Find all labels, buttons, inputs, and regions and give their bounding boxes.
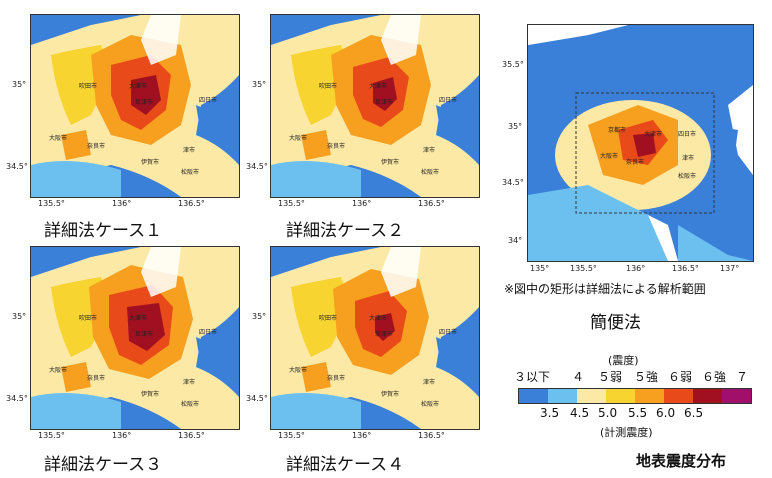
value-label-5-5: 5.5 (628, 406, 648, 420)
map-case-4-image (271, 247, 479, 429)
simple-xtick-136-5: 136.5° (672, 264, 699, 273)
simple-map-caption: 簡便法 (590, 313, 641, 333)
map-case-4: 吹田市 大津市 草津市 四日市 大阪市 奈良市 伊賀市 津市 松阪市 (270, 246, 480, 430)
map1-ytick-35: 35° (12, 80, 27, 89)
simple-ytick-34: 34° (508, 236, 523, 245)
legend-swatch-6 (693, 389, 722, 403)
map2-xtick-136: 136° (352, 199, 372, 208)
simple-xtick-136: 136° (626, 264, 646, 273)
map-simple-image (528, 25, 753, 261)
legend-swatch-0 (519, 389, 548, 403)
map-case-3-image (31, 247, 239, 429)
map2-xtick-136-5: 136.5° (418, 199, 445, 208)
value-label-4-5: 4.5 (570, 406, 590, 420)
map3-xtick-136: 136° (112, 431, 132, 440)
simple-xtick-135: 135° (530, 264, 550, 273)
intensity-label-4: ４ (572, 370, 585, 384)
map-case-2-image (271, 15, 479, 197)
intensity-label-3: ３以下 (514, 370, 551, 384)
intensity-label-5u: ５強 (634, 370, 659, 384)
map4-ytick-34-5: 34.5° (246, 394, 268, 403)
map2-ytick-34-5: 34.5° (246, 162, 268, 171)
value-label-6-0: 6.0 (656, 406, 676, 420)
legend-color-bar (518, 388, 752, 404)
legend-swatch-1 (548, 389, 577, 403)
map4-xtick-135-5: 135.5° (278, 431, 305, 440)
map-case-1-image (31, 15, 239, 197)
intensity-label-6u: ６強 (702, 370, 727, 384)
legend-swatch-4 (635, 389, 664, 403)
legend-swatch-2 (577, 389, 606, 403)
map3-xtick-136-5: 136.5° (178, 431, 205, 440)
map4-caption: 詳細法ケース４ (286, 455, 405, 475)
simple-xtick-135-5: 135.5° (570, 264, 597, 273)
legend-title-bottom: (計測震度) (600, 426, 653, 439)
map1-ytick-34-5: 34.5° (6, 162, 28, 171)
figure-title: 地表震度分布 (636, 452, 727, 470)
map-case-1: 吹田市 大津市 草津市 四日市 大阪市 奈良市 伊賀市 津市 松阪市 (30, 14, 240, 198)
map3-ytick-35: 35° (12, 312, 27, 321)
legend-intensity-labels: ３以下 ４ ５弱 ５強 ６弱 ６強 ７ (514, 368, 754, 384)
map4-ytick-35: 35° (252, 312, 267, 321)
map2-ytick-35: 35° (252, 80, 267, 89)
map2-xtick-135-5: 135.5° (278, 199, 305, 208)
intensity-label-5l: ５弱 (598, 370, 623, 384)
map2-caption: 詳細法ケース２ (286, 221, 405, 241)
value-label-5-0: 5.0 (598, 406, 618, 420)
map1-caption: 詳細法ケース１ (44, 221, 163, 241)
map3-caption: 詳細法ケース３ (44, 455, 163, 475)
simple-ytick-34-5: 34.5° (502, 178, 524, 187)
map3-xtick-135-5: 135.5° (38, 431, 65, 440)
legend-swatch-3 (606, 389, 635, 403)
map4-xtick-136: 136° (352, 431, 372, 440)
simple-xtick-137: 137° (720, 264, 740, 273)
map1-xtick-136: 136° (112, 199, 132, 208)
map-case-3: 吹田市 大津市 草津市 四日市 大阪市 奈良市 伊賀市 津市 松阪市 (30, 246, 240, 430)
intensity-label-6l: ６弱 (668, 370, 693, 384)
map-simple-method: 京都市 大津市 四日市 大阪市 奈良市 津市 松阪市 (527, 24, 754, 262)
simple-ytick-35: 35° (508, 122, 523, 131)
intensity-label-7: ７ (736, 370, 749, 384)
map1-xtick-135-5: 135.5° (38, 199, 65, 208)
legend-swatch-5 (664, 389, 693, 403)
map3-ytick-34-5: 34.5° (6, 394, 28, 403)
simple-map-note: ※図中の矩形は詳細法による解析範囲 (504, 282, 706, 296)
value-label-3-5: 3.5 (540, 406, 560, 420)
value-label-6-5: 6.5 (684, 406, 704, 420)
map-case-2: 吹田市 大津市 草津市 四日市 大阪市 奈良市 伊賀市 津市 松阪市 (270, 14, 480, 198)
legend-swatch-7 (722, 389, 751, 403)
simple-ytick-35-5: 35.5° (502, 60, 524, 69)
map4-xtick-136-5: 136.5° (418, 431, 445, 440)
map1-xtick-136-5: 136.5° (178, 199, 205, 208)
legend-title-top: (震度) (608, 354, 639, 367)
legend-value-labels: 3.5 4.5 5.0 5.5 6.0 6.5 (518, 406, 758, 422)
